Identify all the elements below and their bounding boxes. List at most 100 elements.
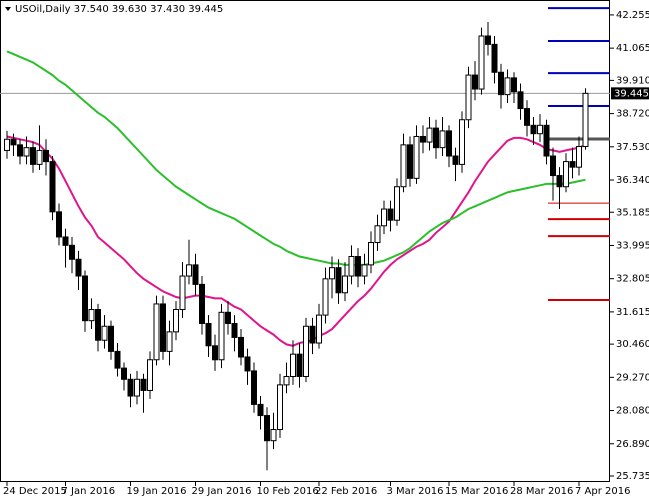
- candle-body: [166, 331, 173, 352]
- candle-body: [478, 35, 485, 90]
- y-tick-label: 31.615: [616, 307, 649, 318]
- candle-body: [4, 138, 10, 151]
- y-tick-label: 29.270: [616, 372, 649, 383]
- candle-body: [179, 275, 186, 311]
- y-tick-label: 37.530: [616, 142, 649, 153]
- candle-body: [277, 384, 283, 431]
- candle-body: [153, 303, 160, 361]
- candle-body: [69, 244, 75, 260]
- y-tick-label: 30.460: [616, 339, 649, 350]
- candle-body: [23, 147, 30, 157]
- plot-frame: [0, 0, 610, 482]
- candle-body: [231, 322, 238, 338]
- candle-body: [225, 311, 231, 324]
- candle-body: [62, 236, 69, 246]
- x-tick-label: 24 Dec 2015: [3, 486, 67, 497]
- x-tick-label: 7 Apr 2016: [575, 486, 630, 497]
- candle-body: [173, 309, 179, 333]
- candle-body: [426, 127, 433, 143]
- candle-body: [43, 149, 49, 163]
- candle-body: [264, 415, 270, 442]
- candle-body: [257, 403, 264, 417]
- x-tick-label: 28 Mar 2016: [510, 486, 573, 497]
- candle-body: [56, 211, 62, 238]
- plot-area: [0, 7, 610, 471]
- candle-body: [550, 155, 556, 177]
- candle-body: [569, 161, 576, 168]
- candle-body: [17, 144, 23, 157]
- y-tick-label: 32.805: [616, 274, 649, 285]
- y-tick-label: 26.890: [616, 439, 649, 450]
- candle-body: [95, 309, 101, 341]
- candle-body: [212, 345, 218, 361]
- x-tick-label: 10 Feb 2016: [257, 486, 319, 497]
- candle-body: [355, 255, 361, 277]
- candle-body: [283, 376, 290, 386]
- candle-body: [192, 264, 199, 285]
- candle-body: [524, 108, 530, 126]
- candle-body: [127, 378, 134, 397]
- candle-body: [420, 135, 426, 143]
- candle-body: [491, 43, 498, 73]
- y-tick-label: 28.080: [616, 406, 649, 417]
- candle-body: [147, 359, 153, 391]
- y-tick-label: 42.255: [616, 10, 649, 21]
- candle-body: [121, 367, 127, 380]
- candle-body: [459, 119, 465, 165]
- chart-title: USOil,Daily 37.540 39.630 37.430 39.445: [15, 4, 223, 15]
- y-tick-label: 41.065: [616, 43, 649, 54]
- candle-body: [563, 161, 569, 188]
- candle-body: [82, 275, 88, 322]
- candle-body: [381, 208, 387, 227]
- candle-body: [472, 74, 478, 90]
- candle-body: [199, 283, 205, 324]
- price-label: 39.445: [614, 88, 649, 99]
- x-tick-label: 3 Mar 2016: [387, 486, 444, 497]
- candle-body: [374, 225, 381, 244]
- candle-body: [160, 303, 166, 352]
- y-tick-label: 33.995: [616, 240, 649, 251]
- candle-body: [114, 350, 121, 369]
- candle-body: [251, 370, 257, 405]
- y-tick-label: 35.185: [616, 207, 649, 218]
- candle-body: [394, 186, 400, 221]
- x-tick-label: 22 Feb 2016: [315, 486, 377, 497]
- candle-body: [108, 325, 114, 352]
- candle-body: [485, 35, 491, 45]
- y-tick-label: 25.735: [616, 471, 649, 482]
- candle-body: [368, 242, 374, 266]
- candle-body: [348, 255, 355, 277]
- x-tick-label: 15 Mar 2016: [445, 486, 508, 497]
- candle-body: [30, 147, 36, 165]
- y-tick-label: 39.910: [616, 75, 649, 86]
- candle-body: [205, 322, 212, 347]
- candle-body: [329, 267, 335, 280]
- candle-body: [452, 155, 459, 165]
- price-label-box: [611, 87, 649, 100]
- candle-body: [465, 74, 472, 121]
- candle-body: [303, 325, 309, 378]
- candle-body: [446, 130, 452, 157]
- ma-line: [6, 135, 586, 347]
- candle-body: [433, 127, 439, 149]
- candle-body: [36, 149, 43, 165]
- y-tick-label: 38.720: [616, 109, 649, 120]
- candle-body: [134, 378, 140, 397]
- candle-body: [218, 311, 225, 361]
- candle-body: [140, 378, 147, 391]
- candle-body: [511, 77, 517, 93]
- y-tick-label: 36.340: [616, 175, 649, 186]
- candle-body: [186, 264, 192, 277]
- candle-body: [576, 146, 582, 168]
- menu-arrow: [5, 7, 11, 11]
- candle-body: [537, 124, 543, 135]
- x-tick-label: 7 Jan 2016: [62, 486, 116, 497]
- candle-body: [582, 92, 589, 148]
- candle-body: [413, 135, 420, 179]
- candle-body: [49, 161, 56, 213]
- candle-body: [400, 144, 407, 188]
- candle-body: [387, 208, 394, 221]
